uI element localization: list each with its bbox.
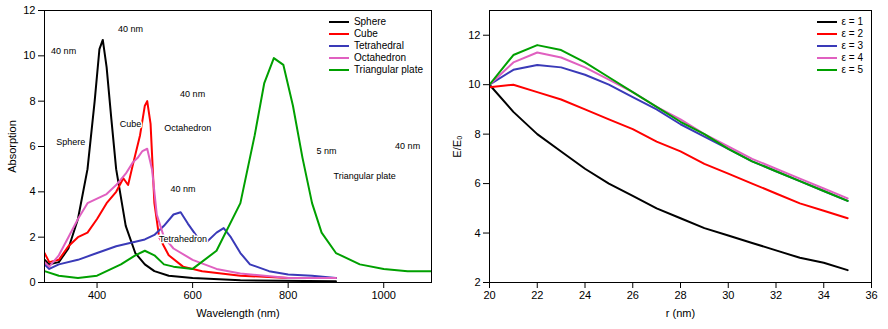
svg-text:40 nm: 40 nm [171,184,196,194]
svg-text:36: 36 [865,289,877,301]
html-text:ε = 3: ε = 3 [841,40,863,51]
svg-text:400: 400 [88,289,106,301]
svg-text:20: 20 [483,289,495,301]
html-text:ε = 2: ε = 2 [841,28,863,39]
html-text:Tetrahedral: Tetrahedral [353,40,404,51]
svg-text:40 nm: 40 nm [118,24,143,34]
svg-text:Tetrahedron: Tetrahedron [159,234,207,244]
svg-text:34: 34 [818,289,830,301]
svg-text:12: 12 [23,4,35,16]
html-text:ε = 5: ε = 5 [841,64,863,75]
svg-text:30: 30 [722,289,734,301]
svg-text:1000: 1000 [371,289,395,301]
html-text:Triangular plate: Triangular plate [353,64,423,75]
svg-text:2: 2 [474,276,480,288]
svg-text:24: 24 [579,289,591,301]
svg-text:r (nm): r (nm) [666,307,695,319]
svg-text:5 nm: 5 nm [316,146,336,156]
svg-text:Absorption: Absorption [6,120,18,173]
html-text:ε = 4: ε = 4 [841,52,863,63]
html-text:Sphere: Sphere [353,16,387,27]
svg-text:4: 4 [474,227,480,239]
html-text:Octahedron: Octahedron [353,52,407,63]
svg-text:800: 800 [279,289,297,301]
svg-text:26: 26 [627,289,639,301]
svg-text:10: 10 [23,49,35,61]
svg-text:600: 600 [183,289,201,301]
html-text:Cube: Cube [353,28,378,39]
svg-text:Wavelength (nm): Wavelength (nm) [196,307,279,319]
svg-text:2: 2 [29,231,35,243]
svg-text:Cube: Cube [120,119,142,129]
svg-text:10: 10 [468,78,480,90]
html-text:ε = 1: ε = 1 [841,16,863,27]
svg-text:0: 0 [29,276,35,288]
svg-text:6: 6 [474,177,480,189]
svg-text:12: 12 [468,29,480,41]
svg-text:32: 32 [770,289,782,301]
svg-text:Octahedron: Octahedron [164,123,211,133]
svg-text:28: 28 [674,289,686,301]
svg-text:E/E₀: E/E₀ [451,135,463,157]
svg-text:Sphere: Sphere [56,137,85,147]
svg-text:8: 8 [474,128,480,140]
svg-text:40 nm: 40 nm [180,89,205,99]
svg-text:40 nm: 40 nm [51,46,76,56]
svg-text:4: 4 [29,185,35,197]
svg-text:8: 8 [29,95,35,107]
svg-text:Triangular plate: Triangular plate [334,171,396,181]
svg-text:40 nm: 40 nm [395,141,420,151]
svg-text:22: 22 [531,289,543,301]
svg-text:6: 6 [29,140,35,152]
